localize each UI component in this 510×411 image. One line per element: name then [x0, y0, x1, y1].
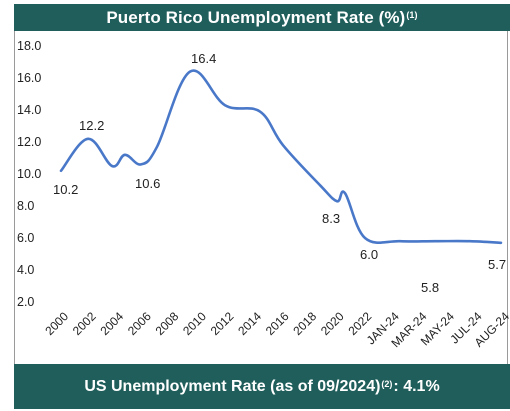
- data-label: 10.2: [53, 182, 78, 197]
- x-tick-label: 2000: [42, 309, 71, 338]
- y-tick-label: 10.0: [17, 167, 41, 181]
- chart-area: 18.0 16.0 14.0 12.0 10.0 8.0 6.0 4.0 2.0 2000 2002…: [14, 31, 509, 364]
- chart-title-footnote: (1): [406, 9, 418, 20]
- us-rate-value: : 4.1%: [393, 377, 440, 395]
- x-tick-label: 2010: [180, 309, 209, 338]
- us-rate-text: US Unemployment Rate (as of 09/2024): [84, 377, 381, 395]
- data-label: 6.0: [360, 247, 378, 262]
- chart-title: Puerto Rico Unemployment Rate (%): [106, 7, 406, 27]
- x-tick-label: 2012: [208, 309, 237, 338]
- y-tick-label: 18.0: [17, 39, 41, 53]
- y-tick-label: 8.0: [17, 199, 34, 213]
- y-tick-label: 14.0: [17, 103, 41, 117]
- y-tick-label: 12.0: [17, 135, 41, 149]
- us-rate-footnote: (2): [381, 378, 393, 389]
- y-tick-label: 4.0: [17, 263, 34, 277]
- x-tick-label: 2006: [125, 309, 154, 338]
- data-label: 8.3: [322, 211, 340, 226]
- x-tick-label: 2016: [263, 309, 292, 338]
- x-tick-label: 2014: [235, 309, 264, 338]
- data-label: 5.7: [488, 257, 506, 272]
- x-tick-label: 2004: [97, 309, 126, 338]
- data-label: 10.6: [135, 176, 160, 191]
- y-tick-label: 6.0: [17, 231, 34, 245]
- series-line: [59, 69, 503, 245]
- x-tick-label: 2020: [318, 309, 347, 338]
- chart-title-bar: Puerto Rico Unemployment Rate (%) (1): [14, 4, 510, 31]
- x-tick-label: 2018: [290, 309, 319, 338]
- us-rate-banner: US Unemployment Rate (as of 09/2024) (2):…: [14, 364, 510, 409]
- data-label: 5.8: [421, 280, 439, 295]
- x-tick-label: 2008: [153, 309, 182, 338]
- y-tick-label: 16.0: [17, 71, 41, 85]
- y-tick-label: 2.0: [17, 295, 34, 309]
- data-label: 12.2: [79, 118, 104, 133]
- data-label: 16.4: [191, 51, 216, 66]
- line-chart: 18.0 16.0 14.0 12.0 10.0 8.0 6.0 4.0 2.0 20002002…: [17, 39, 509, 350]
- x-tick-label: 2002: [70, 309, 99, 338]
